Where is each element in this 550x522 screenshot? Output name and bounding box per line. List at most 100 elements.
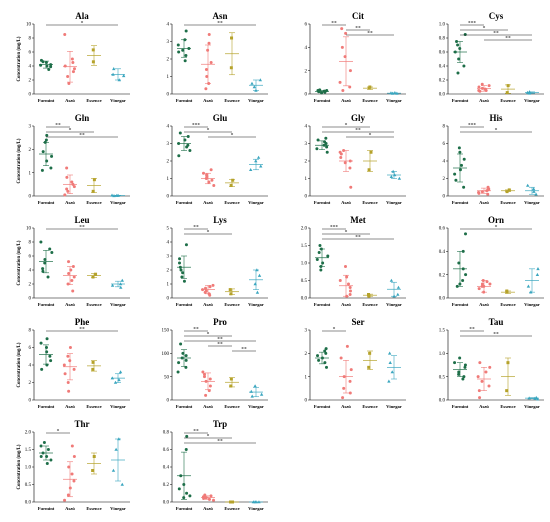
data-point <box>72 455 76 458</box>
y-tick-label: 2 <box>167 58 170 63</box>
significance-label: ** <box>355 234 361 240</box>
x-tick-label: Furmint <box>176 98 193 103</box>
data-point <box>458 47 462 50</box>
data-point <box>48 354 52 358</box>
data-point <box>184 448 188 451</box>
data-point <box>534 395 538 399</box>
y-tick-label: 10 <box>26 227 32 232</box>
data-point <box>183 59 187 63</box>
data-point <box>186 135 190 138</box>
data-point <box>40 168 44 172</box>
data-point <box>204 496 208 500</box>
data-point <box>391 169 395 173</box>
x-tick-label: Vinegar <box>386 404 402 409</box>
data-point <box>207 33 211 36</box>
data-point <box>339 356 343 360</box>
data-point <box>39 341 43 345</box>
data-point <box>207 292 211 296</box>
data-point <box>456 71 460 75</box>
data-point <box>506 84 510 88</box>
data-point <box>455 40 459 43</box>
data-point <box>176 43 180 47</box>
data-point <box>49 458 53 462</box>
data-point <box>319 268 323 272</box>
panel-title: Cys <box>489 11 504 21</box>
y-tick-label: 6 <box>29 346 32 351</box>
data-point <box>91 469 95 472</box>
data-point <box>457 57 461 61</box>
significance-label: ** <box>217 438 223 444</box>
data-point <box>201 171 205 175</box>
data-point <box>257 273 262 277</box>
y-axis-label: Concentration (mg/L) <box>17 444 22 489</box>
data-point <box>461 249 465 253</box>
data-point <box>457 146 461 150</box>
panel-tau: Tau 0.0 0.5 1.0 1.5 Furmint Aszú Essence Vinegar… <box>439 317 544 409</box>
panel-orn: Orn 0.0 0.2 0.4 0.6 Furmint Aszú Essence Vinegar… <box>439 215 544 307</box>
data-point <box>201 370 205 374</box>
data-point <box>477 191 481 194</box>
data-point <box>41 60 45 64</box>
data-point <box>66 381 70 384</box>
significance-label: * <box>333 326 336 332</box>
data-point <box>256 155 261 159</box>
x-tick-label: Furmint <box>38 302 55 307</box>
data-point <box>453 172 457 176</box>
data-point <box>323 140 327 144</box>
data-point <box>111 468 116 472</box>
data-point <box>50 154 54 158</box>
x-tick-label: Essence <box>224 506 239 511</box>
panel-title: Leu <box>74 215 89 225</box>
data-point <box>341 89 345 92</box>
significance-label: ** <box>367 30 373 36</box>
y-tick-label: 0.4 <box>439 65 446 70</box>
data-point <box>478 361 482 365</box>
data-point <box>92 178 96 182</box>
y-tick-label: 50 <box>164 375 170 380</box>
y-tick-label: 0.4 <box>163 466 170 471</box>
y-tick-label: 0 <box>305 399 308 404</box>
significance-label: * <box>207 127 210 133</box>
data-point <box>485 280 489 284</box>
data-point <box>463 365 467 369</box>
data-point <box>259 392 264 396</box>
data-point <box>461 279 465 282</box>
data-point <box>118 370 123 374</box>
x-tick-label: Aszú <box>341 302 351 307</box>
panel-title: Thr <box>74 419 89 429</box>
panel-phe: Phe Concentration (mg/L) 0 2 4 6 8 Furmint Aszú E… <box>17 317 130 409</box>
data-point <box>63 33 67 36</box>
x-tick-label: Essence <box>362 98 377 103</box>
x-tick-label: Essence <box>224 200 239 205</box>
significance-label: ** <box>79 132 85 138</box>
y-tick-label: 2.0 <box>25 431 32 436</box>
x-tick-label: Essence <box>500 98 515 103</box>
x-tick-label: Furmint <box>452 98 469 103</box>
data-point <box>229 377 233 381</box>
data-point <box>535 272 540 276</box>
data-point <box>462 157 466 161</box>
data-point <box>480 284 484 288</box>
data-point <box>392 294 396 298</box>
significance-label: ** <box>193 326 199 332</box>
data-point <box>536 267 540 271</box>
data-point <box>367 168 371 172</box>
significance-label: ** <box>193 224 199 230</box>
data-point <box>324 347 328 351</box>
panel-ala: Ala Concentration (mg/L) 0 2 4 6 8 10 Furmint Asz… <box>17 11 130 103</box>
data-point <box>228 288 232 292</box>
data-point <box>457 370 461 374</box>
y-tick-label: 0.0 <box>439 297 446 302</box>
data-point <box>71 289 75 293</box>
data-point <box>367 294 371 298</box>
y-tick-label: 6 <box>29 255 32 260</box>
significance-label: *** <box>330 224 339 230</box>
data-point <box>393 173 397 177</box>
x-tick-label: Furmint <box>38 404 55 409</box>
data-point <box>487 384 491 388</box>
data-point <box>459 163 463 167</box>
y-tick-label: 1.5 <box>439 329 446 334</box>
data-point <box>72 185 76 189</box>
y-tick-label: 1 <box>167 283 170 288</box>
data-point <box>343 265 347 268</box>
